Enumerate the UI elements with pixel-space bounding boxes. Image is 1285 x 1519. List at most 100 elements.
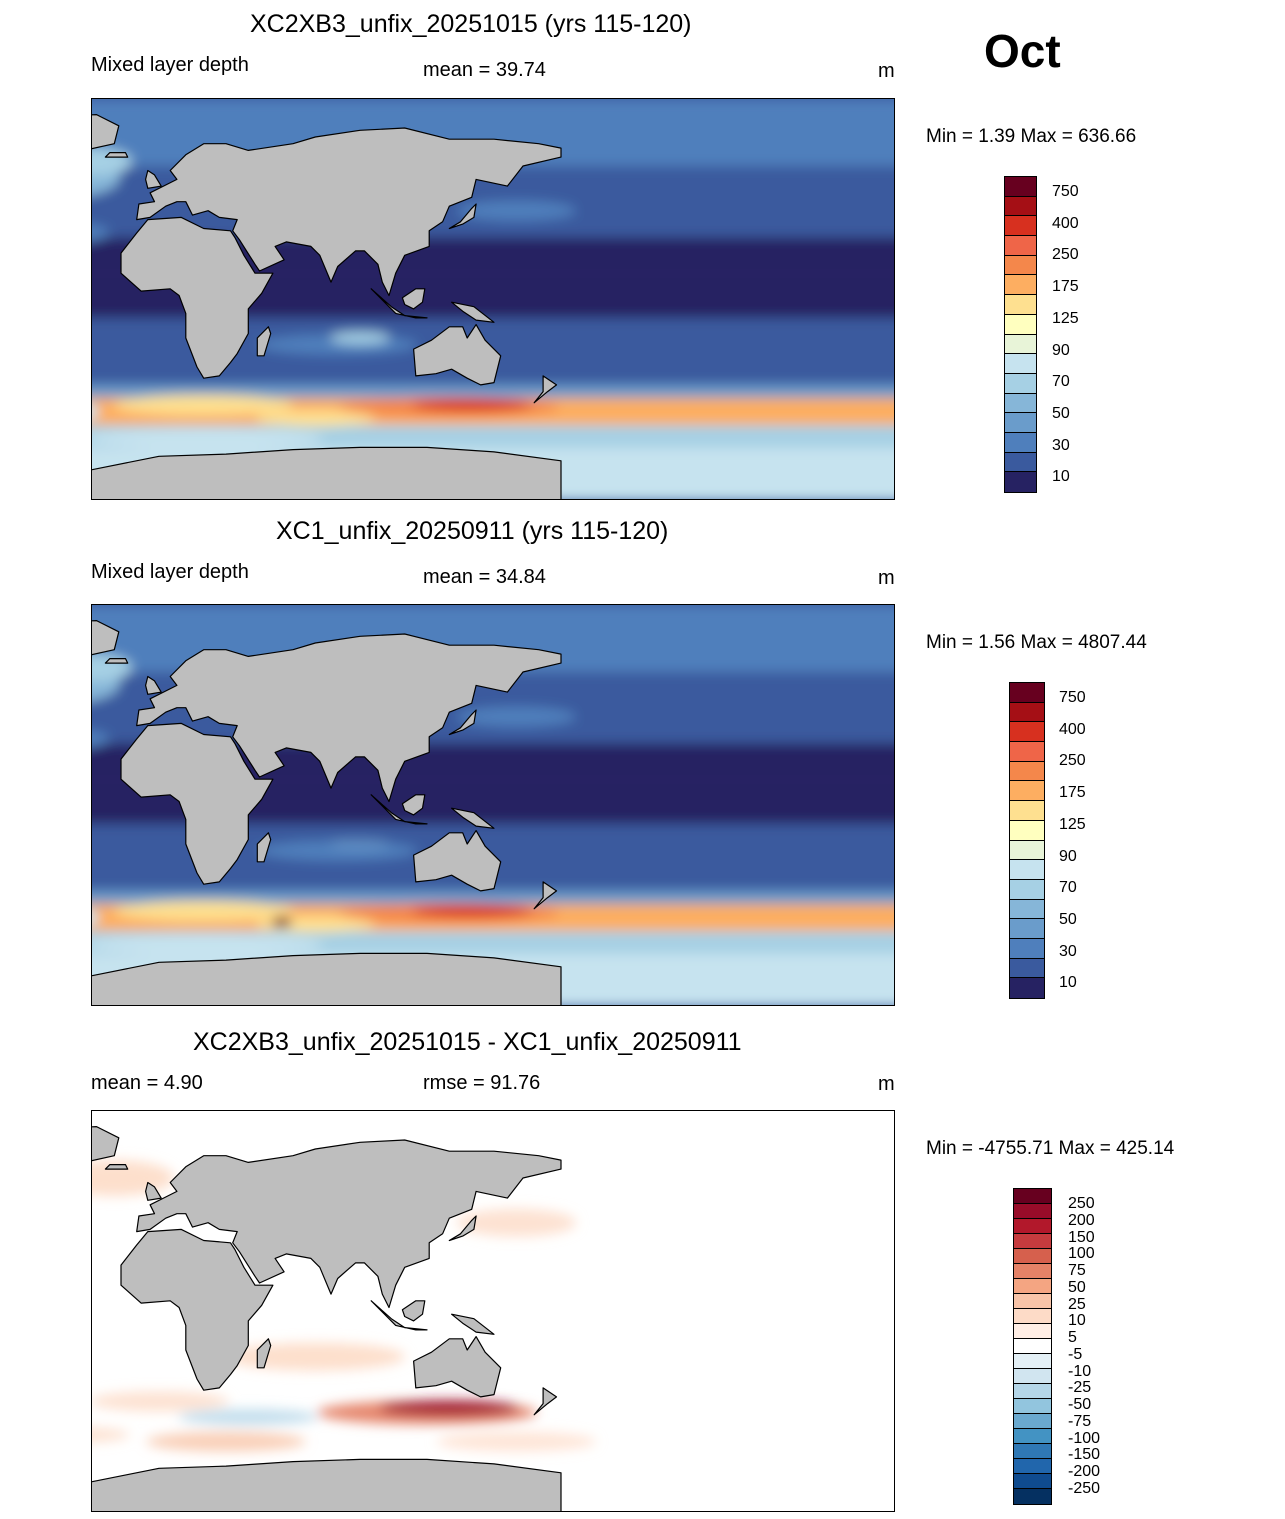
- colorbar-swatch: [1005, 334, 1036, 355]
- panel2-variable-label: Mixed layer depth: [91, 561, 249, 583]
- colorbar-swatch: [1014, 1354, 1051, 1369]
- colorbar-tick-label: 400: [1052, 214, 1079, 232]
- panel1-map: [91, 98, 895, 500]
- panel1-units: m: [878, 60, 895, 82]
- colorbar-swatch: [1014, 1429, 1051, 1444]
- panel2-title: XC1_unfix_20250911 (yrs 115-120): [276, 517, 669, 545]
- colorbar-tick-label: 10: [1059, 974, 1077, 992]
- colorbar-swatch: [1014, 1189, 1051, 1204]
- colorbar-swatch: [1010, 919, 1044, 939]
- colorbar-swatch: [1005, 432, 1036, 453]
- colorbar-tick-label: 90: [1059, 847, 1077, 865]
- colorbar-swatch: [1005, 472, 1036, 492]
- panel3-rmse-label: rmse = 91.76: [423, 1072, 541, 1094]
- colorbar-tick-label: 200: [1068, 1211, 1095, 1229]
- colorbar-swatch: [1010, 958, 1044, 979]
- colorbar-tick-label: 125: [1059, 815, 1086, 833]
- colorbar-swatch: [1014, 1294, 1051, 1309]
- colorbar-swatch: [1005, 452, 1036, 473]
- colorbar-swatch: [1010, 722, 1044, 743]
- colorbar-swatch: [1010, 801, 1044, 821]
- panel2-units: m: [878, 567, 895, 589]
- panel1-minmax: Min = 1.39 Max = 636.66: [926, 126, 1137, 147]
- colorbar-swatch: [1014, 1324, 1051, 1339]
- colorbar-swatch: [1014, 1474, 1051, 1489]
- colorbar-tick-label: -5: [1068, 1345, 1083, 1363]
- panel2-mean-label: mean = 34.84: [423, 566, 546, 588]
- colorbar-swatch: [1014, 1339, 1051, 1354]
- colorbar-tick-label: 70: [1059, 879, 1077, 897]
- colorbar-tick-label: -150: [1068, 1446, 1101, 1464]
- colorbar-tick-label: 75: [1068, 1262, 1086, 1279]
- colorbar-tick-label: 150: [1068, 1228, 1095, 1246]
- panel3-mean-label: mean = 4.90: [91, 1072, 203, 1094]
- colorbar-swatch: [1014, 1384, 1051, 1399]
- colorbar-swatch: [1005, 236, 1036, 256]
- colorbar-tick-label: 750: [1052, 183, 1079, 200]
- panel3-title: XC2XB3_unfix_20251015 - XC1_unfix_202509…: [193, 1028, 742, 1056]
- colorbar-tick-label: 50: [1059, 910, 1077, 928]
- colorbar-swatch: [1010, 860, 1044, 880]
- colorbar-swatch: [1005, 373, 1036, 394]
- colorbar-tick-label: 10: [1068, 1312, 1086, 1330]
- colorbar-tick-label: 175: [1052, 278, 1079, 296]
- colorbar-tick-label: 70: [1052, 373, 1070, 391]
- colorbar-swatch: [1005, 354, 1036, 374]
- colorbar-swatch: [1005, 413, 1036, 433]
- colorbar-swatch: [1014, 1459, 1051, 1474]
- colorbar-swatch: [1010, 879, 1044, 900]
- panel3-units: m: [878, 1073, 895, 1095]
- panel3-colorbar: [1013, 1188, 1052, 1505]
- colorbar-swatch: [1014, 1234, 1051, 1249]
- colorbar-swatch: [1005, 393, 1036, 414]
- colorbar-swatch: [1010, 820, 1044, 841]
- colorbar-tick-label: 250: [1068, 1195, 1095, 1212]
- panel1-variable-label: Mixed layer depth: [91, 54, 249, 76]
- colorbar-swatch: [1014, 1489, 1051, 1504]
- colorbar-swatch: [1010, 978, 1044, 998]
- panel1-mean-label: mean = 39.74: [423, 59, 546, 81]
- colorbar-tick-label: 90: [1052, 341, 1070, 359]
- colorbar-tick-label: 50: [1068, 1278, 1086, 1296]
- colorbar-tick-label: -100: [1068, 1429, 1101, 1447]
- month-label: Oct: [984, 25, 1061, 77]
- colorbar-tick-label: -25: [1068, 1379, 1092, 1397]
- colorbar-tick-label: 50: [1052, 404, 1070, 422]
- colorbar-swatch: [1014, 1444, 1051, 1459]
- colorbar-tick-label: 750: [1059, 689, 1086, 706]
- colorbar-tick-label: 125: [1052, 309, 1079, 327]
- colorbar-swatch: [1014, 1264, 1051, 1279]
- panel2-colorbar: [1009, 682, 1045, 999]
- colorbar-swatch: [1014, 1249, 1051, 1264]
- colorbar-swatch: [1010, 899, 1044, 920]
- panel1-title: XC2XB3_unfix_20251015 (yrs 115-120): [250, 10, 692, 38]
- panel1-colorbar: [1004, 176, 1037, 493]
- colorbar-swatch: [1010, 742, 1044, 762]
- colorbar-swatch: [1005, 295, 1036, 315]
- colorbar-tick-label: -200: [1068, 1463, 1101, 1480]
- colorbar-swatch: [1010, 761, 1044, 782]
- colorbar-tick-label: 10: [1052, 468, 1070, 486]
- colorbar-swatch: [1010, 840, 1044, 861]
- colorbar-tick-label: 25: [1068, 1295, 1086, 1313]
- colorbar-tick-label: 400: [1059, 720, 1086, 738]
- colorbar-tick-label: 175: [1059, 784, 1086, 802]
- colorbar-tick-label: 5: [1068, 1329, 1077, 1346]
- colorbar-swatch: [1010, 938, 1044, 959]
- colorbar-tick-label: -50: [1068, 1396, 1092, 1413]
- colorbar-swatch: [1014, 1399, 1051, 1414]
- panel3-minmax: Min = -4755.71 Max = 425.14: [926, 1138, 1175, 1159]
- colorbar-tick-label: -10: [1068, 1362, 1092, 1380]
- colorbar-swatch: [1014, 1414, 1051, 1429]
- colorbar-swatch: [1014, 1309, 1051, 1324]
- colorbar-tick-label: -250: [1068, 1479, 1101, 1497]
- colorbar-swatch: [1005, 255, 1036, 276]
- colorbar-tick-label: 250: [1059, 752, 1086, 770]
- colorbar-swatch: [1014, 1369, 1051, 1384]
- colorbar-swatch: [1010, 683, 1044, 703]
- colorbar-swatch: [1014, 1219, 1051, 1234]
- colorbar-tick-label: 30: [1052, 436, 1070, 454]
- panel3-map: [91, 1110, 895, 1512]
- colorbar-swatch: [1010, 781, 1044, 802]
- colorbar-swatch: [1014, 1204, 1051, 1219]
